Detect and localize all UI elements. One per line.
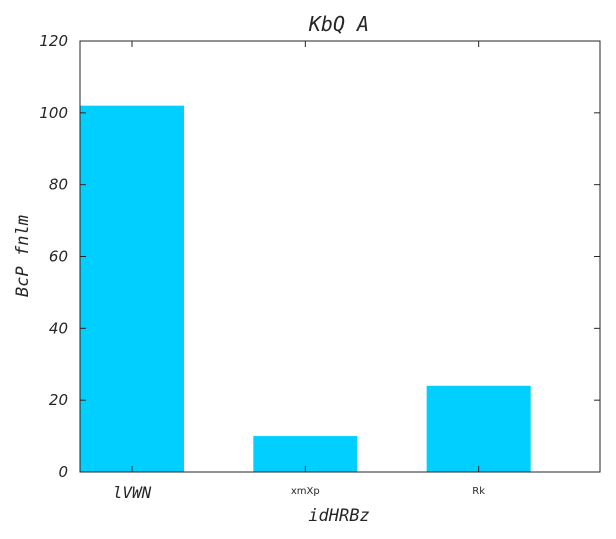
bars-group bbox=[80, 105, 531, 473]
y-tick-label: 40 bbox=[49, 319, 68, 337]
y-tick-label: 20 bbox=[49, 391, 68, 409]
x-tick-label: lVWN bbox=[113, 483, 152, 502]
y-tick-label: 60 bbox=[49, 248, 68, 266]
x-tick-label: Rk bbox=[472, 486, 485, 497]
x-tick-label: xmXp bbox=[291, 486, 320, 497]
y-tick-label: 80 bbox=[49, 176, 68, 194]
y-axis-label: BcP fnlm bbox=[13, 215, 33, 297]
bar-lVWN bbox=[80, 105, 184, 473]
y-tick-label: 120 bbox=[39, 32, 68, 50]
x-axis-label: idHRBz bbox=[308, 506, 369, 526]
y-tick-label: 100 bbox=[39, 104, 68, 122]
y-tick-label: 0 bbox=[58, 463, 68, 481]
bar-Rk bbox=[426, 385, 531, 472]
chart-title: KbQ A bbox=[308, 12, 369, 36]
x-axis: lVWN xmXp Rk bbox=[113, 41, 485, 502]
y-axis: 0 20 40 60 80 100 120 bbox=[39, 32, 600, 481]
